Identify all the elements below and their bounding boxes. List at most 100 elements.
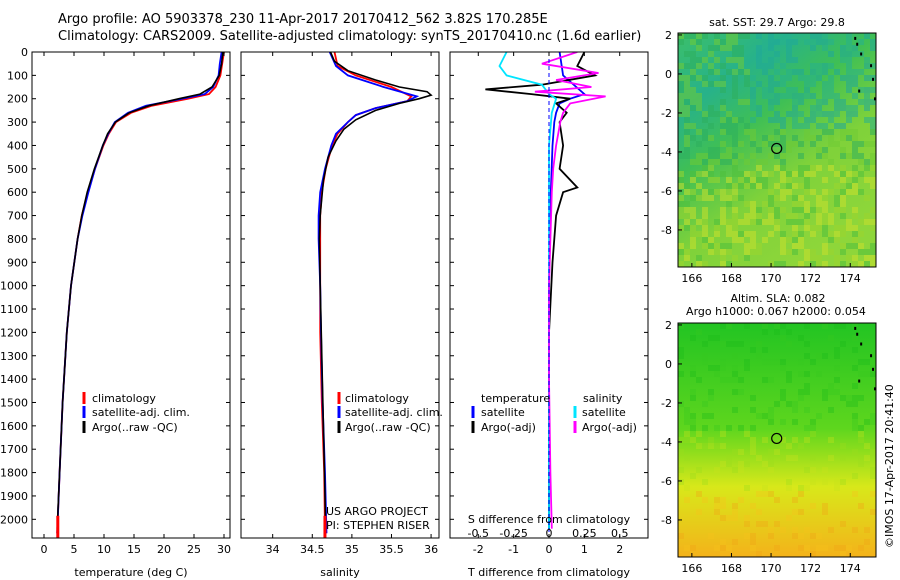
map-pixel [726, 249, 732, 255]
map-pixel [774, 401, 780, 407]
map-pixel [696, 63, 702, 69]
map-pixel [678, 111, 684, 117]
map-pixel [744, 365, 750, 371]
map-pixel [810, 171, 816, 177]
map-pixel [738, 461, 744, 467]
map-pixel [678, 533, 684, 539]
map-pixel [798, 243, 804, 249]
map-pixel [852, 231, 858, 237]
map-pixel [678, 153, 684, 159]
map-pixel [864, 249, 870, 255]
map-pixel [828, 389, 834, 395]
map-pixel [690, 39, 696, 45]
map-x-tick-label: 166 [681, 272, 702, 285]
map-pixel [744, 213, 750, 219]
map-pixel [786, 33, 792, 39]
map-pixel [840, 243, 846, 249]
map-pixel [732, 449, 738, 455]
x-tick-label: 35 [345, 543, 359, 556]
map-pixel [678, 437, 684, 443]
map-pixel [762, 57, 768, 63]
map-x-tick-label: 166 [681, 562, 702, 575]
depth-axis: 0 100 200 300 400 500 600 700 800 900 1000 1100 1200… [0, 46, 28, 526]
map-pixel [720, 443, 726, 449]
depth-tick-label: 1000 [0, 280, 28, 293]
map-pixel [786, 87, 792, 93]
map-pixel [828, 189, 834, 195]
map-pixel [798, 111, 804, 117]
map-pixel [816, 225, 822, 231]
map-pixel [744, 461, 750, 467]
map-pixel [708, 189, 714, 195]
map-pixel [762, 461, 768, 467]
map-pixel [786, 147, 792, 153]
map-pixel [804, 545, 810, 551]
map-pixel [852, 93, 858, 99]
map-y-tick-label: 2 [665, 319, 672, 332]
map-pixel [798, 335, 804, 341]
sst-map-axes: 166 168 170 172 174 2 0 -2 -4 -6 -8 [661, 29, 861, 285]
map-pixel [732, 57, 738, 63]
map-pixel [822, 147, 828, 153]
map-pixel [702, 225, 708, 231]
island [856, 332, 859, 336]
map-pixel [810, 255, 816, 261]
map-x-tick-label: 170 [761, 562, 782, 575]
map-pixel [702, 189, 708, 195]
map-pixel [708, 237, 714, 243]
map-pixel [822, 395, 828, 401]
map-pixel [708, 63, 714, 69]
map-pixel [726, 177, 732, 183]
map-pixel [756, 159, 762, 165]
map-pixel [714, 335, 720, 341]
map-pixel [834, 123, 840, 129]
map-pixel [744, 323, 750, 329]
difference-xlabel-top: S difference from climatology [468, 513, 631, 526]
map-pixel [720, 249, 726, 255]
island [858, 89, 861, 93]
map-pixel [702, 261, 708, 267]
map-pixel [834, 237, 840, 243]
map-pixel [792, 243, 798, 249]
map-pixel [828, 87, 834, 93]
map-pixel [822, 81, 828, 87]
map-pixel [822, 389, 828, 395]
map-pixel [726, 195, 732, 201]
map-pixel [780, 63, 786, 69]
map-pixel [822, 353, 828, 359]
map-pixel [846, 81, 852, 87]
map-pixel [762, 323, 768, 329]
map-pixel [852, 105, 858, 111]
map-pixel [744, 201, 750, 207]
map-pixel [864, 87, 870, 93]
map-pixel [780, 527, 786, 533]
map-pixel [702, 195, 708, 201]
x-tick-label: 25 [187, 543, 201, 556]
map-pixel [744, 485, 750, 491]
map-pixel [726, 323, 732, 329]
map-pixel [792, 407, 798, 413]
map-pixel [726, 455, 732, 461]
depth-tick-label: 1600 [0, 420, 28, 433]
depth-tick-label: 1800 [0, 467, 28, 480]
map-pixel [714, 147, 720, 153]
legend-label-argo: Argo(..raw -QC) [92, 421, 178, 434]
map-pixel [786, 219, 792, 225]
map-pixel [840, 147, 846, 153]
map-pixel [702, 341, 708, 347]
map-pixel [684, 33, 690, 39]
map-pixel [702, 75, 708, 81]
map-pixel [702, 479, 708, 485]
map-pixel [732, 255, 738, 261]
map-pixel [684, 413, 690, 419]
map-pixel [762, 347, 768, 353]
map-pixel [798, 123, 804, 129]
series-line [498, 52, 558, 529]
map-pixel [750, 243, 756, 249]
map-pixel [816, 219, 822, 225]
map-pixel [792, 135, 798, 141]
map-pixel [780, 237, 786, 243]
x-tick-label: -2 [473, 543, 484, 556]
map-pixel [726, 39, 732, 45]
map-pixel [786, 515, 792, 521]
